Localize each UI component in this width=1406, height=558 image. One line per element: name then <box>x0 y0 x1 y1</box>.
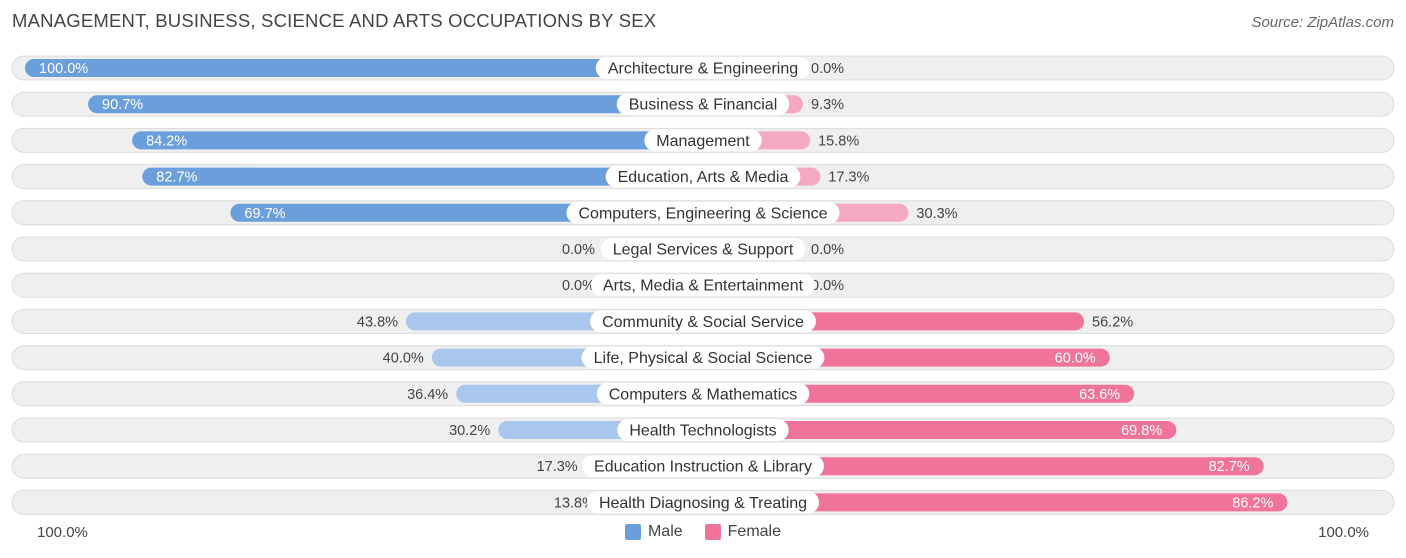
value-label-female: 0.0% <box>811 278 844 294</box>
value-label-female: 0.0% <box>811 242 844 258</box>
axis-right-label: 100.0% <box>1318 524 1369 541</box>
chart-row: 13.8% 86.2% Health Diagnosing & Treating <box>11 489 1395 515</box>
bar-female <box>703 384 1135 403</box>
bar-male <box>88 95 703 114</box>
legend-swatch-female <box>704 524 721 540</box>
value-label-female: 30.3% <box>916 206 957 222</box>
category-pill <box>616 93 790 116</box>
category-label: Legal Services & Support <box>613 242 794 259</box>
chart-row: 0.0% 0.0% Arts, Media & Entertainment <box>11 272 1395 298</box>
chart-row: 43.8% 56.2% Community & Social Service <box>11 308 1395 334</box>
value-label-male: 69.7% <box>244 206 285 222</box>
category-label: Business & Financial <box>629 97 778 114</box>
chart-row: 90.7% 9.3% Business & Financial <box>11 91 1395 117</box>
category-label: Education, Arts & Media <box>618 169 789 186</box>
category-label: Architecture & Engineering <box>608 61 798 78</box>
category-label: Health Diagnosing & Treating <box>599 495 807 512</box>
axis-left-label: 100.0% <box>37 524 88 541</box>
category-label: Health Technologists <box>629 423 776 440</box>
legend-item-female: Female <box>704 523 782 541</box>
bar-male <box>132 131 703 150</box>
chart-row: 0.0% 0.0% Legal Services & Support <box>11 236 1395 262</box>
category-label: Education Instruction & Library <box>594 459 812 476</box>
value-label-female: 60.0% <box>1055 351 1096 367</box>
category-pill <box>595 57 811 79</box>
chart-title: MANAGEMENT, BUSINESS, SCIENCE AND ARTS O… <box>12 10 657 31</box>
category-label: Computers & Mathematics <box>609 386 798 403</box>
value-label-female: 63.6% <box>1079 387 1120 403</box>
source-label: Source: ZipAtlas.com <box>1251 14 1394 31</box>
value-label-female: 86.2% <box>1232 495 1273 511</box>
value-label-male: 0.0% <box>562 242 595 258</box>
category-label: Management <box>656 133 750 150</box>
category-pill <box>590 310 816 333</box>
category-label: Life, Physical & Social Science <box>594 350 813 367</box>
legend: Male Female <box>0 523 1406 541</box>
category-pill <box>600 238 806 260</box>
value-label-male: 84.2% <box>146 133 187 149</box>
bar-female <box>703 457 1264 476</box>
category-label: Computers, Engineering & Science <box>578 205 827 222</box>
chart-row: 30.2% 69.8% Health Technologists <box>11 417 1395 443</box>
chart-row: 82.7% 17.3% Education, Arts & Media <box>11 164 1395 190</box>
value-label-female: 0.0% <box>811 61 844 77</box>
value-label-female: 56.2% <box>1092 314 1133 330</box>
value-label-male: 0.0% <box>562 278 595 294</box>
chart-row: 17.3% 82.7% Education Instruction & Librar… <box>11 453 1395 479</box>
chart-row: 84.2% 15.8% Management <box>11 127 1395 153</box>
value-label-male: 36.4% <box>407 387 448 403</box>
bar-female <box>703 421 1177 439</box>
value-label-female: 9.3% <box>811 97 844 113</box>
legend-item-male: Male <box>624 523 683 541</box>
category-pill <box>617 419 789 441</box>
value-label-male: 90.7% <box>102 97 143 113</box>
value-label-female: 82.7% <box>1209 459 1250 475</box>
legend-swatch-male <box>624 524 641 540</box>
chart-row: 40.0% 60.0% Life, Physical & Social Scienc… <box>11 345 1395 371</box>
value-label-male: 43.8% <box>357 314 398 330</box>
value-label-male: 40.0% <box>383 351 424 367</box>
value-label-female: 69.8% <box>1121 423 1162 439</box>
value-label-female: 15.8% <box>818 133 859 149</box>
chart-row: 100.0% 0.0% Architecture & Engineering <box>11 55 1395 81</box>
value-label-male: 17.3% <box>537 459 578 475</box>
category-pill <box>590 274 816 297</box>
category-pill <box>566 201 840 224</box>
chart-row: 36.4% 63.6% Computers & Mathematics <box>11 381 1395 407</box>
category-pill <box>582 455 824 478</box>
value-label-male: 13.8% <box>554 495 595 511</box>
category-label: Arts, Media & Entertainment <box>603 278 804 295</box>
bar-female <box>703 493 1288 512</box>
chart-area: 100.0% 0.0% Architecture & Engineering 90.7… <box>11 55 1395 515</box>
value-label-male: 100.0% <box>39 61 88 77</box>
legend-label-male: Male <box>647 523 683 540</box>
legend-label-female: Female <box>727 523 782 540</box>
category-label: Community & Social Service <box>602 314 804 331</box>
category-pill <box>596 382 810 405</box>
value-label-male: 82.7% <box>156 170 197 186</box>
value-label-female: 17.3% <box>828 170 869 186</box>
chart-row: 69.7% 30.3% Computers, Engineering & Scien… <box>11 200 1395 226</box>
value-label-male: 30.2% <box>449 423 490 439</box>
category-pill <box>644 129 762 152</box>
bar-male <box>25 59 703 77</box>
bar-male <box>142 167 703 186</box>
category-pill <box>586 491 820 514</box>
category-pill <box>581 346 825 369</box>
category-pill <box>605 165 801 188</box>
